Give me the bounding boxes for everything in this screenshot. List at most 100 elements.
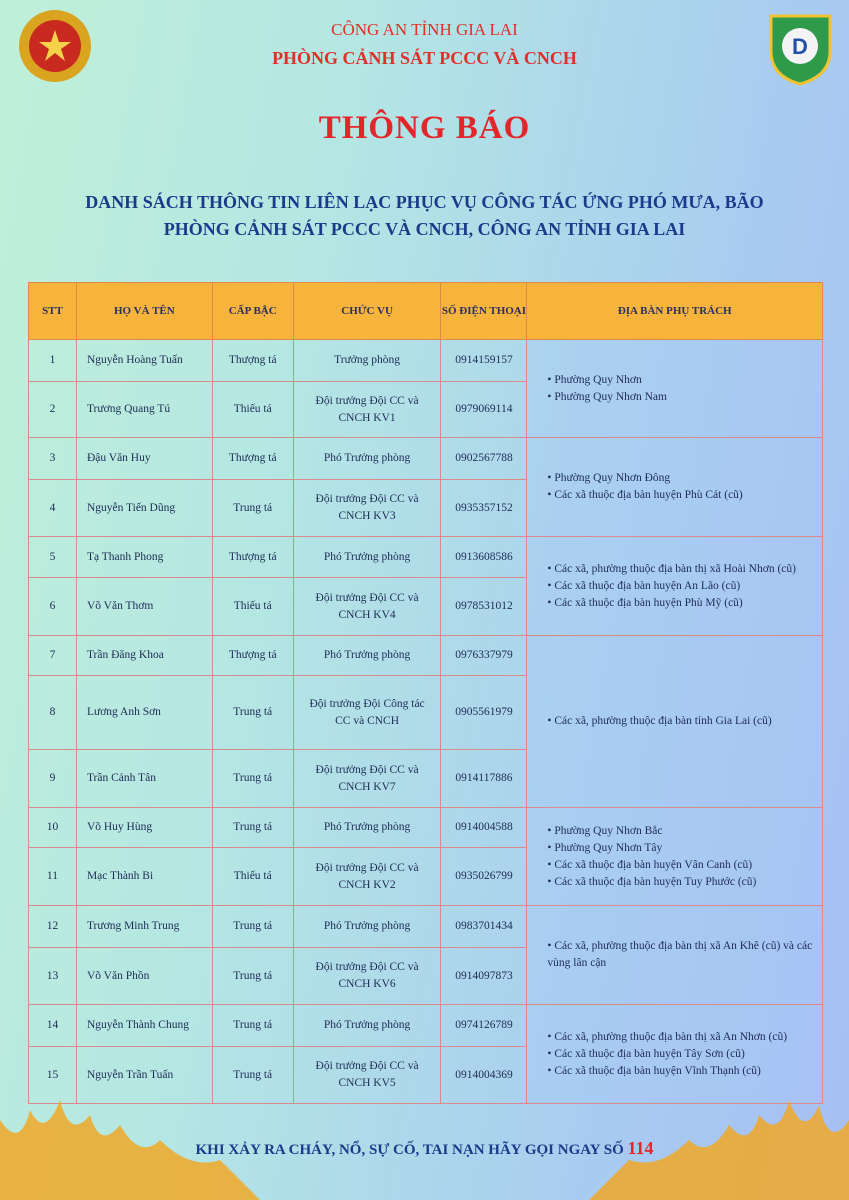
name-cell: Nguyễn Thành Chung — [75, 1004, 213, 1047]
svg-text:D: D — [792, 34, 808, 59]
phone-cell: 0979069114 — [440, 381, 528, 438]
position-cell: Trưởng phòng — [292, 339, 442, 382]
rank-cell: Trung tá — [211, 479, 294, 537]
area-item: Các xã thuộc địa bàn huyện An Lão (cũ) — [547, 578, 822, 595]
table-row: 1 Nguyễn Hoàng Tuấn Thượng tá Trưởng phòng 0… — [28, 339, 823, 438]
name-cell: Võ Văn Thơm — [75, 577, 213, 636]
rank-cell: Thiếu tá — [211, 577, 294, 636]
table-row: 5 Tạ Thanh Phong Thượng tá Phó Trưởng phòng… — [28, 536, 823, 636]
area-item: Phường Quy Nhơn Tây — [547, 840, 822, 857]
rank-cell: Trung tá — [211, 905, 294, 948]
table-row: 15 Nguyễn Trần Tuấn Trung tá Đội trưởng Đội… — [28, 1046, 823, 1104]
stt-cell: 6 — [28, 577, 77, 636]
column-header: CHỨC VỤ — [292, 282, 442, 340]
org-line-1: CÔNG AN TỈNH GIA LAI — [331, 20, 518, 39]
area-item: Phường Quy Nhơn Nam — [547, 389, 822, 406]
position-cell: Phó Trưởng phòng — [292, 437, 442, 480]
column-header: ĐỊA BÀN PHỤ TRÁCH — [526, 282, 823, 340]
table-row: 4 Nguyễn Tiến Dũng Trung tá Đội trưởng Đội … — [28, 479, 823, 537]
rank-cell: Thượng tá — [211, 536, 294, 578]
area-item: Các xã thuộc địa bàn huyện Vĩnh Thạnh (c… — [547, 1063, 822, 1080]
stt-cell: 12 — [28, 905, 77, 948]
rank-cell: Thượng tá — [211, 339, 294, 382]
name-cell: Mạc Thành Bi — [75, 847, 213, 906]
position-cell: Đội trưởng Đội CC và CNCH KV3 — [292, 479, 442, 537]
stt-cell: 4 — [28, 479, 77, 537]
stt-cell: 5 — [28, 536, 77, 578]
area-item: Phường Quy Nhơn — [547, 372, 822, 389]
table-row: 11 Mạc Thành Bi Thiếu tá Đội trưởng Đội CC … — [28, 847, 823, 906]
phone-cell: 0983701434 — [440, 905, 528, 948]
stt-cell: 9 — [28, 749, 77, 808]
name-cell: Trần Cảnh Tân — [75, 749, 213, 808]
area-item: Các xã thuộc địa bàn huyện Vân Canh (cũ) — [547, 857, 822, 874]
table-row: 9 Trần Cảnh Tân Trung tá Đội trưởng Đội CC … — [28, 749, 823, 808]
rank-cell: Thượng tá — [211, 437, 294, 480]
org-line-2: PHÒNG CẢNH SÁT PCCC VÀ CNCH — [272, 48, 577, 68]
name-cell: Đậu Văn Huy — [75, 437, 213, 480]
emergency-number: 114 — [627, 1138, 654, 1158]
column-header: STT — [28, 282, 77, 340]
rank-cell: Trung tá — [211, 749, 294, 808]
column-header: CẤP BẬC — [211, 282, 294, 340]
area-cell: Các xã, phường thuộc địa bàn thị xã An K… — [526, 905, 823, 1005]
area-item: Phường Quy Nhơn Bắc — [547, 823, 822, 840]
phone-cell: 0914004588 — [440, 807, 528, 848]
area-item: Các xã thuộc địa bàn huyện Phù Cát (cũ) — [547, 487, 822, 504]
emergency-footer: KHI XẢY RA CHÁY, NỔ, SỰ CỐ, TAI NẠN HÃY … — [0, 1138, 849, 1159]
stt-cell: 11 — [28, 847, 77, 906]
phone-cell: 0935357152 — [440, 479, 528, 537]
table-row: 7 Trần Đăng Khoa Thượng tá Phó Trưởng phòng… — [28, 635, 823, 808]
column-header: HỌ VÀ TÊN — [75, 282, 213, 340]
position-cell: Phó Trưởng phòng — [292, 807, 442, 848]
name-cell: Võ Văn Phồn — [75, 947, 213, 1005]
area-cell: Phường Quy Nhơn ĐôngCác xã thuộc địa bàn… — [526, 437, 823, 537]
stt-cell: 13 — [28, 947, 77, 1005]
table-row: 3 Đậu Văn Huy Thượng tá Phó Trưởng phòng 090… — [28, 437, 823, 537]
table-row: 10 Võ Huy Hùng Trung tá Phó Trưởng phòng 091… — [28, 807, 823, 906]
rank-cell: Thiếu tá — [211, 847, 294, 906]
subtitle-line-1: DANH SÁCH THÔNG TIN LIÊN LẠC PHỤC VỤ CÔN… — [85, 192, 764, 212]
name-cell: Trương Minh Trung — [75, 905, 213, 948]
area-cell: Phường Quy NhơnPhường Quy Nhơn Nam — [526, 339, 823, 438]
phone-cell: 0935026799 — [440, 847, 528, 906]
name-cell: Nguyễn Tiến Dũng — [75, 479, 213, 537]
rank-cell: Trung tá — [211, 807, 294, 848]
table-row: 6 Võ Văn Thơm Thiếu tá Đội trưởng Đội CC và… — [28, 577, 823, 636]
phone-cell: 0914097873 — [440, 947, 528, 1005]
area-item: Các xã thuộc địa bàn huyện Tuy Phước (cũ… — [547, 874, 822, 891]
name-cell: Trần Đăng Khoa — [75, 635, 213, 676]
table-row: 14 Nguyễn Thành Chung Trung tá Phó Trưởng p… — [28, 1004, 823, 1104]
phone-cell: 0976337979 — [440, 635, 528, 676]
rank-cell: Trung tá — [211, 947, 294, 1005]
phone-cell: 0913608586 — [440, 536, 528, 578]
stt-cell: 14 — [28, 1004, 77, 1047]
position-cell: Phó Trưởng phòng — [292, 635, 442, 676]
stt-cell: 8 — [28, 675, 77, 750]
police-emblem-logo — [19, 10, 91, 82]
phone-cell: 0978531012 — [440, 577, 528, 636]
stt-cell: 7 — [28, 635, 77, 676]
rank-cell: Trung tá — [211, 1046, 294, 1104]
name-cell: Lương Anh Sơn — [75, 675, 213, 750]
stt-cell: 1 — [28, 339, 77, 382]
name-cell: Nguyễn Hoàng Tuấn — [75, 339, 213, 382]
area-cell: Các xã, phường thuộc địa bàn thị xã An N… — [526, 1004, 823, 1104]
phone-cell: 0914004369 — [440, 1046, 528, 1104]
phone-cell: 0914117886 — [440, 749, 528, 808]
stt-cell: 10 — [28, 807, 77, 848]
name-cell: Trương Quang Tú — [75, 381, 213, 438]
rank-cell: Trung tá — [211, 1004, 294, 1047]
position-cell: Đội trưởng Đội CC và CNCH KV7 — [292, 749, 442, 808]
position-cell: Đội trưởng Đội CC và CNCH KV5 — [292, 1046, 442, 1104]
stt-cell: 2 — [28, 381, 77, 438]
position-cell: Đội trưởng Đội CC và CNCH KV6 — [292, 947, 442, 1005]
area-item: Các xã, phường thuộc địa bàn tỉnh Gia La… — [547, 713, 822, 730]
phone-cell: 0914159157 — [440, 339, 528, 382]
position-cell: Đội trưởng Đội CC và CNCH KV1 — [292, 381, 442, 438]
position-cell: Phó Trưởng phòng — [292, 536, 442, 578]
area-item: Các xã, phường thuộc địa bàn thị xã An N… — [547, 1029, 822, 1046]
area-cell: Phường Quy Nhơn BắcPhường Quy Nhơn TâyCá… — [526, 807, 823, 906]
footer-text: KHI XẢY RA CHÁY, NỔ, SỰ CỐ, TAI NẠN HÃY … — [195, 1142, 628, 1158]
table-row: 13 Võ Văn Phồn Trung tá Đội trưởng Đội CC v… — [28, 947, 823, 1005]
